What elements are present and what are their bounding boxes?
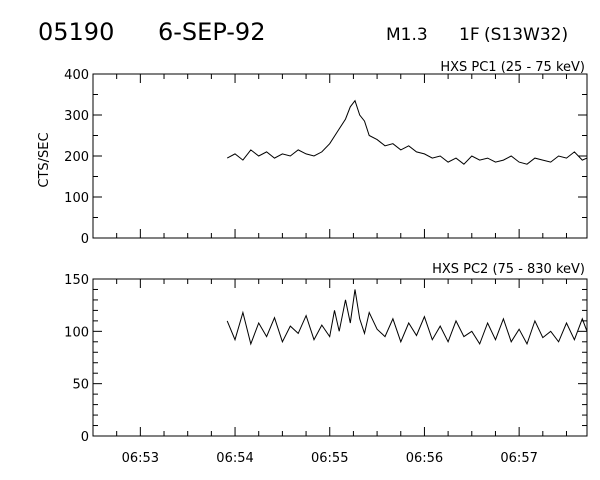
x-tick-label: 06:53 <box>122 451 159 466</box>
y-tick-label: 50 <box>72 378 89 393</box>
x-tick-label: 06:55 <box>311 451 348 466</box>
plot-frame <box>92 278 588 437</box>
series-group <box>226 99 588 165</box>
y-axis-label: CTS/SEC <box>37 132 52 187</box>
y-tick-label: 150 <box>64 273 89 288</box>
event-id: 05190 <box>38 18 114 46</box>
y-tick-label: 100 <box>64 191 89 206</box>
plot-frame <box>92 73 588 239</box>
y-ticks: 0 50 100 150 <box>64 273 587 445</box>
y-tick-label: 300 <box>64 109 89 124</box>
y-tick-label: 0 <box>81 232 89 247</box>
y-tick-label: 400 <box>64 68 89 83</box>
x-ticks <box>92 279 567 436</box>
series-group <box>226 289 588 346</box>
x-ticks <box>92 74 567 238</box>
x-tick-label: 06:54 <box>216 451 253 466</box>
y-tick-label: 0 <box>81 430 89 445</box>
event-date: 6-SEP-92 <box>158 18 265 46</box>
x-tick-labels: 06:53 06:54 06:55 06:56 06:57 <box>122 451 538 466</box>
y-ticks: 0 100 200 300 400 <box>64 68 587 247</box>
panel-title: HXS PC1 (25 - 75 keV) <box>440 60 585 75</box>
panel-pc1: HXS PC1 (25 - 75 keV) CTS/SEC 0 100 200 300… <box>37 60 588 247</box>
x-tick-label: 06:57 <box>500 451 537 466</box>
goes-class: M1.3 <box>386 25 428 45</box>
series-line <box>226 289 588 346</box>
series-line <box>226 99 588 165</box>
h-alpha-class: 1F <box>459 25 480 45</box>
flare-location: (S13W32) <box>484 25 568 45</box>
x-tick-label: 06:56 <box>406 451 443 466</box>
y-tick-label: 200 <box>64 150 89 165</box>
panel-title: HXS PC2 (75 - 830 keV) <box>432 262 585 277</box>
y-tick-label: 100 <box>64 325 89 340</box>
